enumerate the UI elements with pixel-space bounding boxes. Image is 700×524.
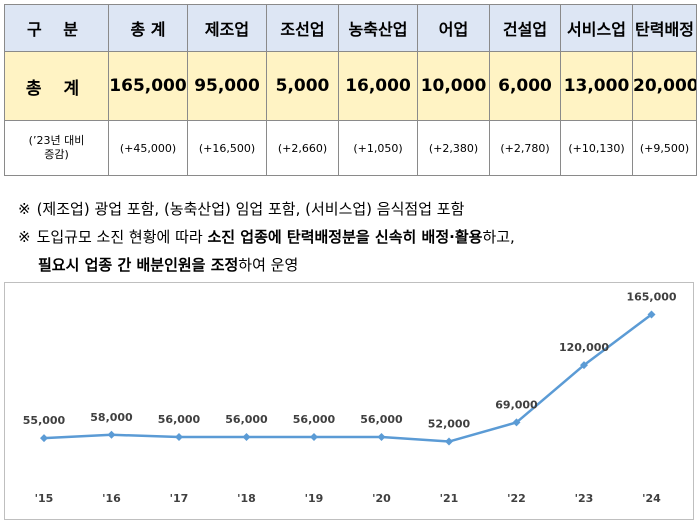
data-point [175, 433, 183, 442]
data-label: 55,000 [23, 414, 66, 427]
table-cell: 10,000 [417, 51, 490, 121]
data-point [580, 361, 588, 370]
data-label: 69,000 [495, 398, 538, 411]
table-cell: 95,000 [187, 51, 267, 121]
x-tick-label: '17 [170, 492, 189, 505]
table-cell: (+16,500) [187, 120, 267, 176]
chart-frame [4, 282, 694, 520]
data-point [310, 433, 318, 442]
data-point [242, 433, 251, 442]
row-label: (’23년 대비 증감) [4, 120, 109, 176]
table-cell: (+9,500) [632, 120, 697, 176]
note-text: 하여 운영 [238, 256, 299, 274]
note-text: 도입규모 소진 현황에 따라 [36, 228, 208, 246]
table-header-row: 구 분 총 계 제조업 조선업 농축산업 어업 건설업 서비스업 탄력배정 [4, 4, 697, 52]
x-tick-label: '23 [575, 492, 594, 505]
header-cell: 건설업 [489, 4, 561, 52]
data-label: 56,000 [225, 413, 268, 426]
quota-table: 구 분 총 계 제조업 조선업 농축산업 어업 건설업 서비스업 탄력배정 총 … [4, 4, 697, 176]
note-text: 하고, [482, 228, 515, 246]
x-tick-label: '16 [102, 492, 121, 505]
note-emphasis: 소진 업종에 탄력배정분을 신속히 배정·활용 [207, 228, 483, 246]
note-mark: ※ [18, 200, 31, 218]
note-text: (제조업) 광업 포함, (농축산업) 임업 포함, (서비스업) 음식점업 포… [36, 200, 465, 218]
table-cell: (+2,380) [417, 120, 490, 176]
data-label: 165,000 [626, 290, 676, 303]
total-row: 총 계 165,000 95,000 5,000 16,000 10,000 6… [4, 51, 697, 121]
header-cell: 서비스업 [560, 4, 633, 52]
data-point [647, 310, 656, 319]
header-cell: 제조업 [187, 4, 267, 52]
x-tick-label: '24 [642, 492, 661, 505]
header-cell: 조선업 [266, 4, 339, 52]
note-allocation: ※ 도입규모 소진 현황에 따라 소진 업종에 탄력배정분을 신속히 배정·활용하… [18, 226, 515, 247]
data-label: 120,000 [559, 341, 609, 354]
row-label-line: 증감) [44, 148, 69, 161]
table-cell: (+2,660) [266, 120, 339, 176]
data-point [512, 418, 521, 427]
header-cell: 구 분 [4, 4, 109, 52]
x-tick-label: '18 [237, 492, 256, 505]
data-point [40, 434, 48, 443]
note-emphasis: 필요시 업종 간 배분인원을 조정 [38, 256, 239, 274]
data-point [377, 433, 386, 442]
header-cell: 총 계 [108, 4, 188, 52]
x-tick-label: '19 [305, 492, 324, 505]
note-mark: ※ [18, 228, 31, 246]
row-label-line: (’23년 대비 [28, 134, 85, 147]
table-cell: (+2,780) [489, 120, 561, 176]
x-tick-label: '21 [440, 492, 459, 505]
x-tick-label: '15 [35, 492, 54, 505]
x-tick-label: '20 [372, 492, 391, 505]
series-line [43, 313, 653, 443]
header-cell: 농축산업 [338, 4, 418, 52]
header-cell: 탄력배정 [632, 4, 697, 52]
table-cell: 20,000 [632, 51, 697, 121]
header-cell: 어업 [417, 4, 490, 52]
data-label: 56,000 [360, 413, 403, 426]
table-cell: 5,000 [266, 51, 339, 121]
diff-row: (’23년 대비 증감) (+45,000) (+16,500) (+2,660)… [4, 120, 697, 176]
data-label: 52,000 [428, 418, 471, 431]
table-cell: (+45,000) [108, 120, 188, 176]
data-point [107, 430, 116, 439]
note-allocation-continued: 필요시 업종 간 배분인원을 조정하여 운영 [38, 254, 298, 275]
data-point [445, 437, 453, 446]
row-label: 총 계 [4, 51, 109, 121]
line-chart: 55,000 58,000 56,000 56,000 56,000 56,000 52,0… [23, 290, 677, 505]
table-cell: 6,000 [489, 51, 561, 121]
table-cell: (+1,050) [338, 120, 418, 176]
table-cell: (+10,130) [560, 120, 633, 176]
table-cell: 13,000 [560, 51, 633, 121]
table-cell: 16,000 [338, 51, 418, 121]
table-cell: 165,000 [108, 51, 188, 121]
note-industry-scope: ※ (제조업) 광업 포함, (농축산업) 임업 포함, (서비스업) 음식점업 … [18, 198, 464, 219]
x-tick-label: '22 [507, 492, 526, 505]
data-label: 56,000 [293, 413, 336, 426]
data-label: 58,000 [90, 411, 133, 424]
data-label: 56,000 [158, 413, 201, 426]
